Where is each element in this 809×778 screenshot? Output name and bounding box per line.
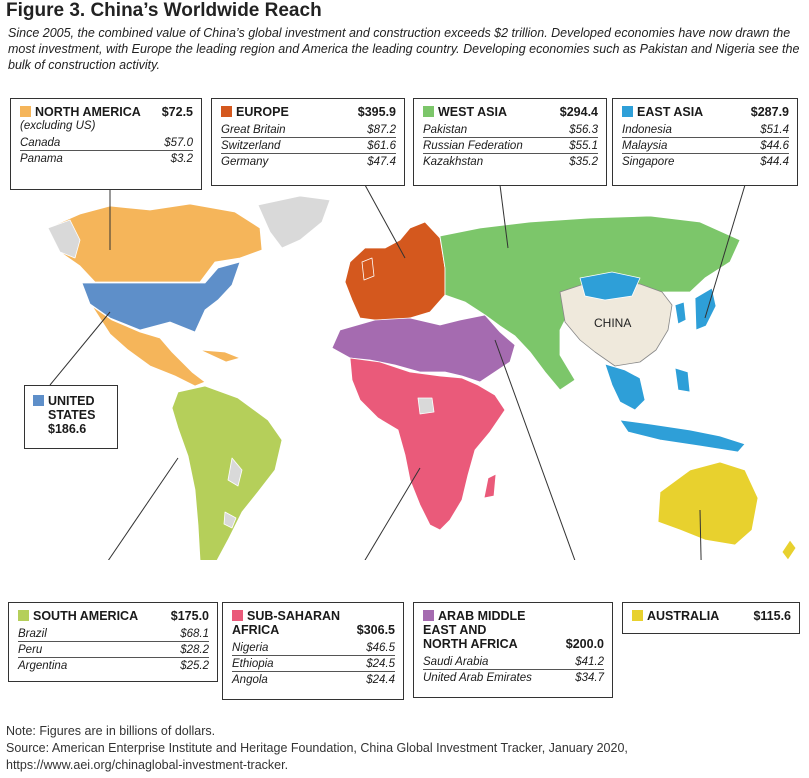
west-asia-swatch xyxy=(423,106,434,117)
west-asia-box: WEST ASIA $294.4 Pakistan $56.3 Russian Fe… xyxy=(413,98,607,186)
arab-middle-east-box: ARAB MIDDLE EAST AND NORTH AFRICA $200.0 … xyxy=(413,602,613,698)
china-map-label: CHINA xyxy=(594,316,631,330)
table-row: Angola $24.4 xyxy=(232,674,395,686)
mexico-central-america-shape xyxy=(91,305,206,387)
greenland-shape xyxy=(257,195,331,249)
leader-europe xyxy=(364,184,406,259)
table-row: United Arab Emirates $34.7 xyxy=(423,672,604,684)
south-america-shape xyxy=(171,385,283,560)
table-row: Pakistan $56.3 xyxy=(423,124,598,138)
table-row: Singapore $44.4 xyxy=(622,156,789,168)
uk-shape xyxy=(361,257,375,281)
southeast-asia-shape xyxy=(604,363,646,411)
leader-australia xyxy=(699,509,702,560)
east-asia-swatch xyxy=(622,106,633,117)
leader-united-states xyxy=(49,311,111,386)
madagascar-shape xyxy=(483,473,497,499)
footnote: Note: Figures are in billions of dollars… xyxy=(6,723,806,774)
arab-swatch xyxy=(423,610,434,621)
mongolia-shape xyxy=(579,271,641,301)
south-america-swatch xyxy=(18,610,29,621)
sub-saharan-africa-shape xyxy=(349,357,506,531)
leader-south-america xyxy=(107,457,179,560)
australia-box: AUSTRALIA $115.6 xyxy=(622,602,800,634)
united-states-box: UNITED STATES $186.6 xyxy=(24,385,118,449)
figure-subtitle: Since 2005, the combined value of China’… xyxy=(8,26,800,72)
leader-sub-saharan xyxy=(364,467,421,560)
sub-saharan-swatch xyxy=(232,610,243,621)
south-america-gray-patch-2 xyxy=(223,511,237,529)
north-america-shape xyxy=(47,203,263,283)
leader-east-asia xyxy=(704,184,746,319)
figure-title: Figure 3. China’s Worldwide Reach xyxy=(6,0,322,21)
table-row: Germany $47.4 xyxy=(221,156,396,168)
table-row: Saudi Arabia $41.2 xyxy=(423,656,604,670)
north-america-box: NORTH AMERICA $72.5 (excluding US) Canada… xyxy=(10,98,202,190)
korea-shape xyxy=(674,301,687,325)
europe-shape xyxy=(344,221,446,323)
australia-shape xyxy=(657,461,759,546)
south-america-gray-patch xyxy=(227,457,243,487)
indonesia-shape xyxy=(619,419,746,453)
table-row: Kazakhstan $35.2 xyxy=(423,156,598,168)
table-row: Argentina $25.2 xyxy=(18,660,209,672)
leader-west-asia xyxy=(499,184,509,249)
table-row: Indonesia $51.4 xyxy=(622,124,789,138)
europe-swatch xyxy=(221,106,232,117)
table-row: Canada $57.0 xyxy=(20,137,193,151)
table-row: Great Britain $87.2 xyxy=(221,124,396,138)
australia-swatch xyxy=(632,610,643,621)
japan-shape xyxy=(694,287,717,331)
united-states-swatch xyxy=(33,395,44,406)
table-row: Nigeria $46.5 xyxy=(232,642,395,656)
table-row: Malaysia $44.6 xyxy=(622,140,789,154)
alaska-shape xyxy=(47,219,81,259)
sub-saharan-africa-box: SUB-SAHARAN AFRICA $306.5 Nigeria $46.5 Et… xyxy=(222,602,404,700)
philippines-shape xyxy=(674,367,691,393)
table-row: Panama $3.2 xyxy=(20,153,193,165)
arab-middle-east-shape xyxy=(331,314,516,383)
leader-arab xyxy=(494,339,576,560)
east-asia-box: EAST ASIA $287.9 Indonesia $51.4 Malaysia $… xyxy=(612,98,798,186)
europe-box: EUROPE $395.9 Great Britain $87.2 Switzerl… xyxy=(211,98,405,186)
new-zealand-shape xyxy=(781,539,797,560)
table-row: Switzerland $61.6 xyxy=(221,140,396,154)
table-row: Brazil $68.1 xyxy=(18,628,209,642)
table-row: Ethiopia $24.5 xyxy=(232,658,395,672)
united-states-shape xyxy=(81,261,241,333)
table-row: Russian Federation $55.1 xyxy=(423,140,598,154)
world-map: CHINA xyxy=(47,184,797,560)
south-america-box: SOUTH AMERICA $175.0 Brazil $68.1 Peru $28.… xyxy=(8,602,218,682)
table-row: Peru $28.2 xyxy=(18,644,209,658)
note-text: Note: Figures are in billions of dollars… xyxy=(6,724,216,738)
africa-gray-patch xyxy=(417,397,435,415)
north-america-swatch xyxy=(20,106,31,117)
caribbean-shape xyxy=(199,349,241,363)
source-text: Source: American Enterprise Institute an… xyxy=(6,741,628,772)
